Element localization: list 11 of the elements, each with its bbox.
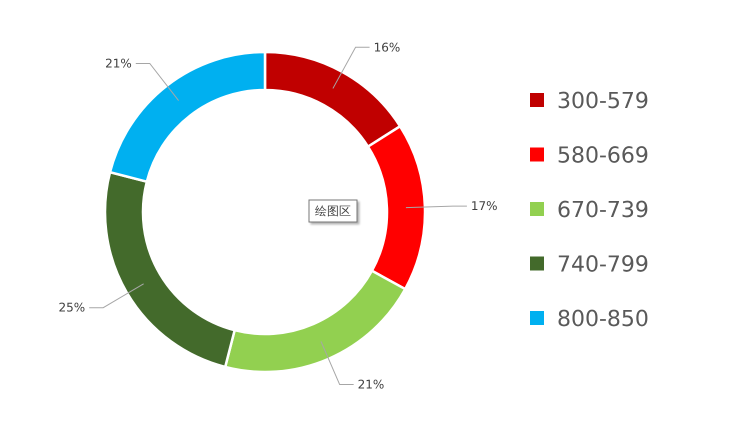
legend-label: 800-850	[557, 307, 649, 332]
legend-label: 580-669	[557, 144, 649, 168]
data-label: 16%	[374, 40, 400, 54]
data-label: 17%	[470, 199, 498, 214]
legend-label: 740-799	[557, 252, 649, 278]
data-label: 21%	[358, 378, 384, 392]
data-label: 21%	[105, 56, 132, 70]
data-label: 25%	[58, 300, 86, 315]
legend-label: 300-579	[557, 89, 649, 114]
legend-label: 670-739	[557, 198, 649, 223]
text: 绘图区	[315, 204, 351, 218]
